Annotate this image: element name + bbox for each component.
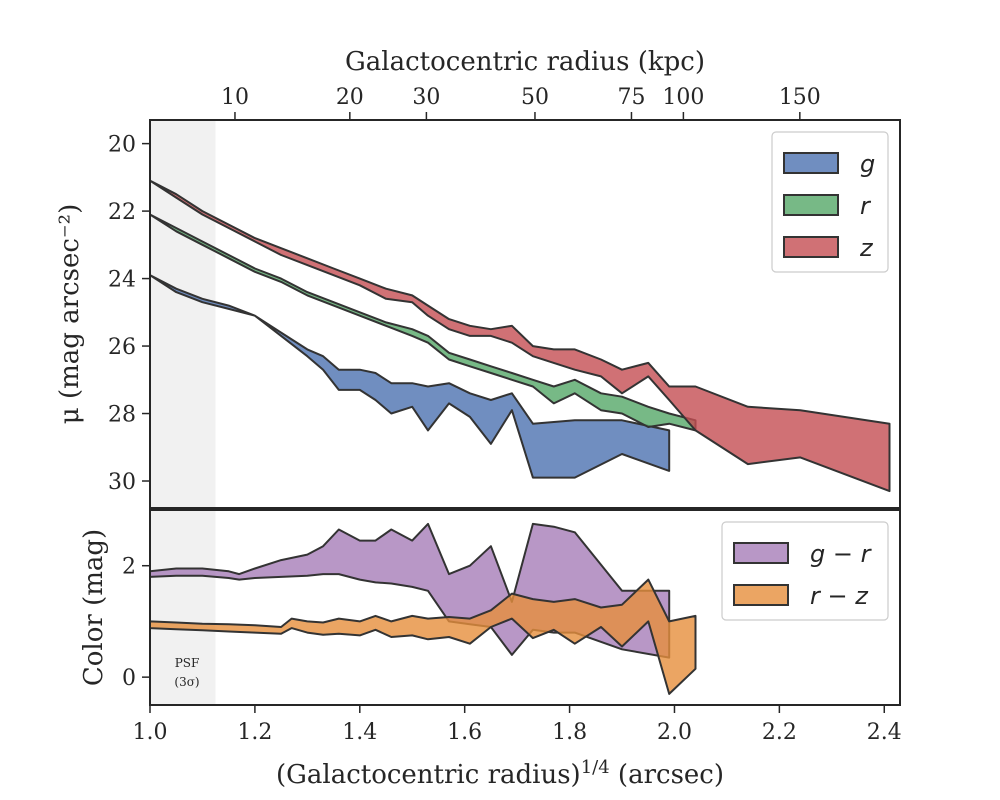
top-x-tick-label: 75 — [617, 85, 645, 110]
top-axis-title: Galactocentric radius (kpc) — [345, 47, 705, 77]
top-y-tick-label: 28 — [108, 403, 136, 428]
top-x-tick-label: 10 — [221, 85, 249, 110]
top-psf-region — [150, 120, 216, 508]
band-top-0 — [149, 274, 671, 479]
top-x-tick-label: 30 — [412, 85, 440, 110]
top-y-tick-label: 20 — [108, 133, 136, 158]
bottom-x-tick-label: 1.4 — [342, 720, 377, 745]
bottom-x-tick-label: 1.8 — [552, 720, 587, 745]
bottom-psf-region — [150, 510, 216, 705]
bottom-legend-label: g − r — [810, 540, 873, 568]
top-y-tick-label: 30 — [108, 470, 136, 495]
top-x-tick-label: 100 — [662, 85, 704, 110]
top-x-ticks: 10 20 30 50 75 100 150 — [221, 85, 821, 120]
top-panel-frame — [149, 119, 901, 509]
bottom-y-axis-title: Color (mag) — [79, 529, 109, 686]
bottom-legend-label: r − z — [810, 582, 869, 610]
top-legend-swatch — [783, 152, 839, 174]
top-y-tick-label: 26 — [108, 335, 136, 360]
bottom-x-tick-label: 1.0 — [133, 720, 168, 745]
psf-label: PSF — [175, 656, 200, 670]
psf-sublabel: (3σ) — [174, 675, 199, 689]
top-legend-label: r — [860, 192, 872, 220]
bottom-y-tick-label: 0 — [122, 666, 136, 691]
top-legend-label: g — [860, 150, 875, 178]
bottom-y-tick-label: 2 — [122, 555, 136, 580]
top-y-ticks: 20 22 24 26 28 30 — [108, 133, 150, 495]
top-legend-swatch — [783, 194, 839, 216]
band-top-2 — [149, 179, 891, 493]
top-y-axis-title: μ (mag arcsec⁻²) — [55, 204, 85, 424]
top-x-tick-label: 150 — [779, 85, 821, 110]
top-legend: grz — [771, 131, 889, 273]
top-y-tick-label: 22 — [108, 200, 136, 225]
bottom-y-ticks: 02 — [122, 555, 150, 691]
band-bottom-1 — [149, 578, 697, 695]
bottom-x-tick-label: 1.2 — [237, 720, 272, 745]
top-y-tick-label: 24 — [108, 268, 136, 293]
bottom-x-axis-title: (Galactocentric radius)1/4 (arcsec) — [276, 757, 724, 790]
top-series-group — [149, 179, 891, 493]
bottom-x-tick-label: 1.6 — [447, 720, 482, 745]
color-panel: 02 1.0 1.2 1.4 1.6 1.8 2.0 2.2 2.4 (Galactocent… — [79, 509, 902, 790]
band-bottom-0 — [149, 522, 671, 659]
bottom-legend: g − r r − z — [721, 521, 889, 621]
bottom-x-tick-label: 2.2 — [762, 720, 797, 745]
bottom-x-ticks: 1.0 1.2 1.4 1.6 1.8 2.0 2.2 2.4 — [133, 705, 902, 745]
bottom-x-tick-label: 2.0 — [657, 720, 692, 745]
bottom-x-tick-label: 2.4 — [867, 720, 902, 745]
top-legend-swatch — [783, 236, 839, 258]
bottom-legend-swatch — [733, 542, 789, 564]
top-legend-label: z — [859, 234, 874, 262]
surface-brightness-panel: 20 22 24 26 28 30 10 20 30 50 75 100 150 Galactocen… — [55, 47, 901, 509]
top-x-tick-label: 50 — [521, 85, 549, 110]
bottom-legend-swatch — [733, 584, 789, 606]
bottom-series-group — [149, 522, 697, 695]
bottom-panel-frame — [149, 509, 901, 706]
top-x-tick-label: 20 — [336, 85, 364, 110]
